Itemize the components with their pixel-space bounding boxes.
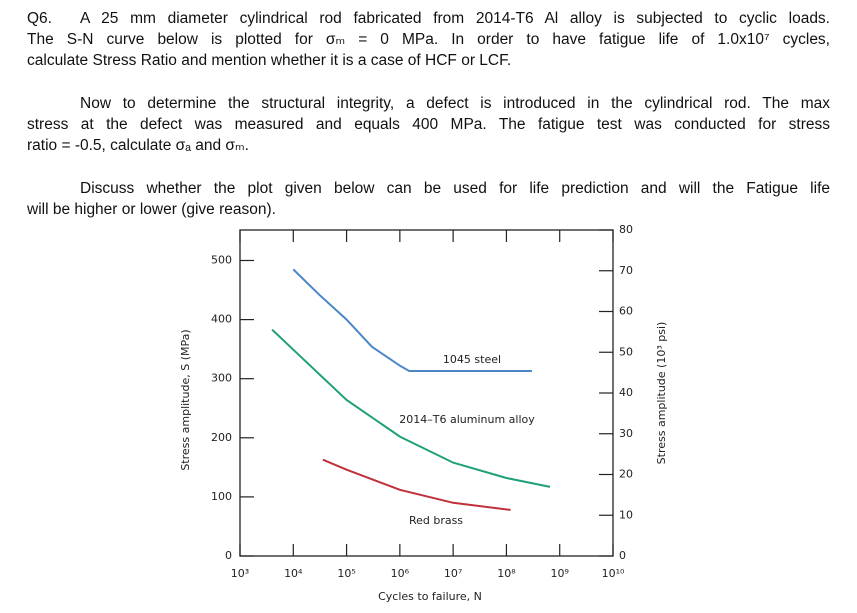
paragraph: Now to determine the structural integrit… [27,93,830,156]
text-line: Discuss whether the plot given below can… [27,178,830,199]
series-line [322,458,511,511]
text: calculate Stress Ratio and mention wheth… [27,52,512,69]
y2-tick-label: 30 [619,427,633,440]
text-line: calculate Stress Ratio and mention wheth… [27,50,830,71]
text: Now to determine the structural integrit… [80,95,830,112]
text: will be higher or lower (give reason). [27,201,276,218]
y2-tick-label: 70 [619,264,633,277]
series-line [292,268,532,372]
y2-tick-label: 10 [619,508,633,521]
y2-tick-label: 20 [619,468,633,481]
text-line: stress at the defect was measured and eq… [27,114,830,135]
paragraph: Discuss whether the plot given below can… [27,178,830,220]
text: Discuss whether the plot given below can… [80,180,830,197]
y-tick-label: 200 [211,431,232,444]
x-tick-label: 10¹⁰ [602,567,625,580]
text-line: Now to determine the structural integrit… [27,93,830,114]
y-tick-label: 300 [211,372,232,385]
series-label: Red brass [409,514,463,527]
y-axis-title: Stress amplitude, S (MPa) [179,329,192,470]
series-label: 1045 steel [443,353,501,366]
y2-axis-title: Stress amplitude (10³ psi) [655,322,668,465]
text: ratio = -0.5, calculate σₐ and σₘ. [27,137,249,154]
y2-tick-label: 50 [619,345,633,358]
plot-frame [239,229,614,557]
text: The S-N curve below is plotted for σₘ = … [27,31,830,48]
paragraph: Q6. A 25 mm diameter cylindrical rod fabr… [27,8,830,71]
y2-tick-label: 40 [619,386,633,399]
x-tick-label: 10⁶ [391,567,410,580]
text-line: Q6. A 25 mm diameter cylindrical rod fabr… [27,8,830,29]
y-tick-label: 0 [225,549,232,562]
text: A 25 mm diameter cylindrical rod fabrica… [80,10,830,27]
text: stress at the defect was measured and eq… [27,116,830,133]
x-tick-label: 10³ [231,567,249,580]
y2-tick-label: 60 [619,305,633,318]
series-line [271,328,551,488]
x-axis-title: Cycles to failure, N [378,590,482,603]
y-tick-label: 400 [211,313,232,326]
x-tick-label: 10⁴ [284,567,303,580]
x-tick-label: 10⁷ [444,567,462,580]
y2-tick-label: 0 [619,549,626,562]
text-line: The S-N curve below is plotted for σₘ = … [27,29,830,50]
x-tick-label: 10⁵ [337,567,355,580]
y2-tick-label: 80 [619,223,633,236]
x-tick-label: 10⁹ [551,567,569,580]
series-label: 2014–T6 aluminum alloy [399,413,535,426]
y-tick-label: 500 [211,253,232,266]
text-line: will be higher or lower (give reason). [27,199,830,220]
question-number: Q6. [27,10,52,27]
y-tick-label: 100 [211,490,232,503]
text-line: ratio = -0.5, calculate σₐ and σₘ. [27,135,830,156]
x-tick-label: 10⁸ [497,567,516,580]
question: Q6. A 25 mm diameter cylindrical rod fabr… [27,8,830,242]
